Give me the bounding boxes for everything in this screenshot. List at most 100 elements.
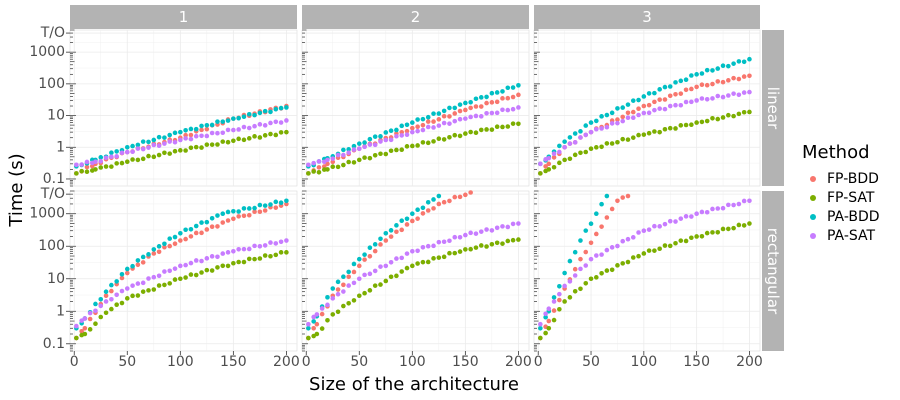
data-point — [494, 124, 500, 130]
data-point — [715, 206, 721, 211]
data-point — [657, 87, 662, 92]
data-point — [678, 123, 684, 128]
data-point — [500, 89, 505, 94]
data-point — [689, 214, 694, 219]
data-point — [262, 108, 268, 114]
data-point — [130, 143, 135, 149]
data-point — [436, 117, 442, 122]
col-strip-label: 3 — [642, 8, 652, 26]
data-point — [225, 263, 231, 269]
data-point — [463, 247, 468, 252]
data-point — [741, 198, 747, 204]
data-point — [583, 132, 589, 138]
data-point — [447, 134, 452, 140]
data-point — [694, 84, 699, 90]
data-point — [372, 268, 378, 274]
data-point — [505, 107, 511, 113]
data-point — [747, 56, 752, 62]
data-point — [231, 138, 236, 144]
data-point — [341, 152, 346, 158]
data-point — [431, 197, 436, 202]
data-point — [468, 129, 473, 135]
data-point — [410, 143, 415, 149]
data-point — [747, 89, 752, 95]
data-point — [146, 252, 151, 257]
data-point — [415, 124, 420, 130]
data-point — [588, 146, 594, 152]
data-point — [457, 235, 463, 240]
data-point — [726, 112, 731, 118]
data-point — [562, 139, 567, 144]
data-point — [410, 125, 415, 131]
data-point — [252, 209, 257, 215]
data-point — [246, 206, 252, 211]
data-point — [710, 115, 715, 121]
data-point — [193, 258, 199, 263]
data-point — [473, 96, 479, 102]
data-point — [551, 151, 557, 156]
data-point — [484, 227, 489, 232]
data-point — [140, 139, 146, 144]
data-point — [538, 335, 543, 341]
data-point — [557, 149, 562, 155]
data-point — [119, 288, 125, 294]
data-point — [103, 164, 109, 169]
data-point — [378, 242, 383, 247]
data-point — [420, 127, 426, 133]
data-point — [183, 275, 188, 280]
data-point — [516, 221, 521, 226]
data-point — [599, 126, 604, 131]
data-point — [425, 208, 431, 213]
data-point — [457, 133, 463, 139]
data-point — [731, 113, 736, 119]
data-point — [204, 227, 210, 232]
data-point — [546, 161, 552, 167]
data-point — [720, 226, 726, 232]
data-point — [330, 286, 336, 291]
data-point — [588, 240, 594, 246]
data-point — [578, 286, 583, 292]
data-point — [378, 134, 383, 139]
data-point — [178, 276, 183, 282]
data-point — [546, 318, 552, 324]
data-point — [284, 105, 289, 110]
data-point — [546, 167, 552, 172]
data-point — [135, 262, 141, 268]
data-point — [562, 283, 567, 289]
data-point — [394, 256, 399, 261]
data-point — [236, 136, 241, 142]
data-point — [436, 136, 442, 142]
legend-key-fp-sat — [810, 195, 816, 201]
data-point — [231, 116, 236, 121]
data-point — [151, 137, 157, 143]
data-point — [241, 246, 247, 252]
data-point — [220, 119, 226, 124]
data-point — [319, 326, 325, 331]
data-point — [572, 131, 578, 136]
data-point — [325, 302, 330, 308]
data-point — [604, 247, 610, 253]
data-point — [278, 250, 284, 255]
data-point — [241, 259, 247, 265]
data-point — [425, 119, 431, 124]
data-point — [662, 97, 668, 102]
panel-background — [69, 190, 298, 352]
data-point — [140, 156, 146, 162]
data-point — [378, 151, 383, 157]
data-point — [572, 266, 578, 272]
data-point — [241, 206, 247, 211]
data-point — [399, 269, 405, 274]
data-point — [183, 132, 188, 138]
data-point — [252, 243, 257, 249]
data-point — [441, 239, 447, 245]
data-point — [463, 100, 468, 106]
data-point — [204, 126, 210, 132]
data-point — [484, 100, 489, 106]
data-point — [657, 224, 662, 229]
x-tick-label: 0 — [70, 354, 79, 370]
data-point — [220, 130, 226, 136]
data-point — [694, 120, 699, 125]
data-point — [415, 216, 420, 221]
data-point — [156, 273, 162, 279]
data-point — [356, 293, 362, 299]
